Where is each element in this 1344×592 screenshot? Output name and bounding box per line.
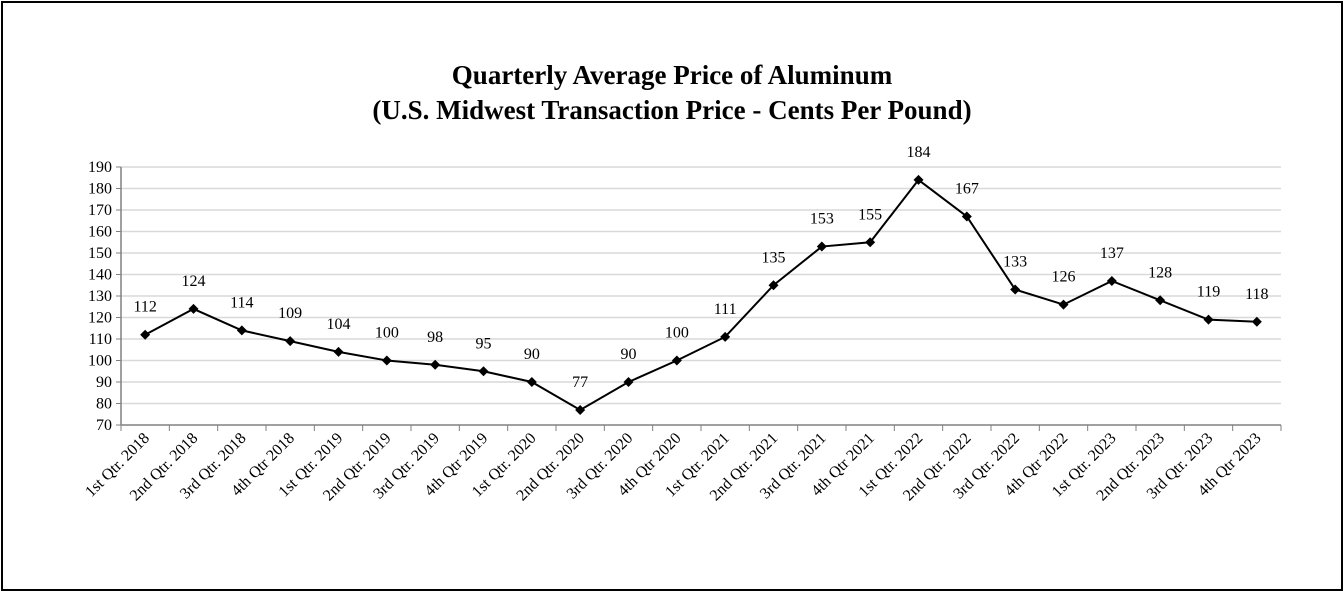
data-label: 128 xyxy=(1148,264,1172,281)
line-chart: Quarterly Average Price of Aluminum (U.S… xyxy=(82,60,1282,504)
y-tick-label: 110 xyxy=(89,331,112,348)
data-label: 126 xyxy=(1052,269,1076,286)
chart-subtitle: (U.S. Midwest Transaction Price - Cents … xyxy=(372,95,971,125)
data-point-marker xyxy=(333,346,344,357)
data-point-marker xyxy=(526,377,537,387)
y-tick-label: 170 xyxy=(88,202,112,219)
data-point-marker xyxy=(236,325,247,336)
y-tick-label: 180 xyxy=(88,181,112,198)
data-point-marker xyxy=(816,241,827,252)
data-label: 95 xyxy=(476,335,492,352)
data-label: 167 xyxy=(955,180,979,197)
data-label: 124 xyxy=(182,273,206,290)
data-point-marker xyxy=(1058,299,1069,310)
data-label: 100 xyxy=(665,325,689,342)
data-label: 112 xyxy=(133,299,156,316)
data-point-marker xyxy=(1106,275,1117,286)
y-tick-label: 80 xyxy=(96,396,112,413)
data-label: 119 xyxy=(1197,284,1220,301)
gridlines xyxy=(121,166,1281,405)
data-label: 111 xyxy=(714,301,737,318)
data-label: 77 xyxy=(572,374,588,391)
y-tick-label: 70 xyxy=(96,417,112,434)
data-label: 153 xyxy=(810,211,834,228)
data-point-marker xyxy=(430,359,441,370)
data-point-marker xyxy=(865,237,876,248)
y-tick-label: 130 xyxy=(88,288,112,305)
data-point-marker xyxy=(1251,316,1262,327)
data-label: 98 xyxy=(427,329,443,346)
data-point-marker xyxy=(913,174,924,185)
series-line-path xyxy=(144,178,1257,412)
data-point-marker xyxy=(575,404,586,415)
data-label: 114 xyxy=(230,294,253,311)
data-point-marker xyxy=(768,280,779,291)
data-point-marker xyxy=(478,366,489,377)
data-point-marker xyxy=(188,303,199,314)
data-label: 100 xyxy=(375,325,399,342)
data-point-marker xyxy=(1203,314,1214,325)
y-tick-label: 150 xyxy=(88,245,112,262)
data-point-marker xyxy=(1010,284,1021,295)
data-point-marker xyxy=(1155,295,1166,306)
data-point-marker xyxy=(381,355,392,366)
y-axis-ticks: 70 80 90 100 110 120 130 140 150 160 170 180 190 xyxy=(88,159,121,434)
data-point-marker xyxy=(671,355,682,366)
y-tick-label: 100 xyxy=(88,353,112,370)
data-label: 155 xyxy=(858,206,882,223)
data-point-marker xyxy=(961,211,972,222)
data-label: 109 xyxy=(278,305,302,322)
data-label: 90 xyxy=(524,346,540,363)
data-point-marker xyxy=(285,336,296,347)
data-label: 137 xyxy=(1100,245,1124,262)
data-label: 133 xyxy=(1003,254,1027,271)
data-labels: 112 124 114 109 104 100 98 95 90 77 90 100 111 135 153… xyxy=(133,144,1268,391)
data-label: 90 xyxy=(621,346,637,363)
data-label: 118 xyxy=(1245,286,1268,303)
y-tick-label: 120 xyxy=(88,310,112,327)
data-point-marker xyxy=(720,331,731,342)
data-label: 135 xyxy=(762,249,786,266)
y-tick-label: 160 xyxy=(88,224,112,241)
y-tick-label: 140 xyxy=(88,267,112,284)
data-label: 184 xyxy=(907,144,931,161)
series-line xyxy=(144,178,1257,412)
data-point-marker xyxy=(623,377,634,387)
chart-title: Quarterly Average Price of Aluminum xyxy=(452,60,893,90)
series-markers xyxy=(140,174,1262,415)
data-point-marker xyxy=(140,329,151,340)
data-label: 104 xyxy=(327,316,351,333)
y-tick-label: 190 xyxy=(88,159,112,176)
y-tick-label: 90 xyxy=(96,374,112,391)
